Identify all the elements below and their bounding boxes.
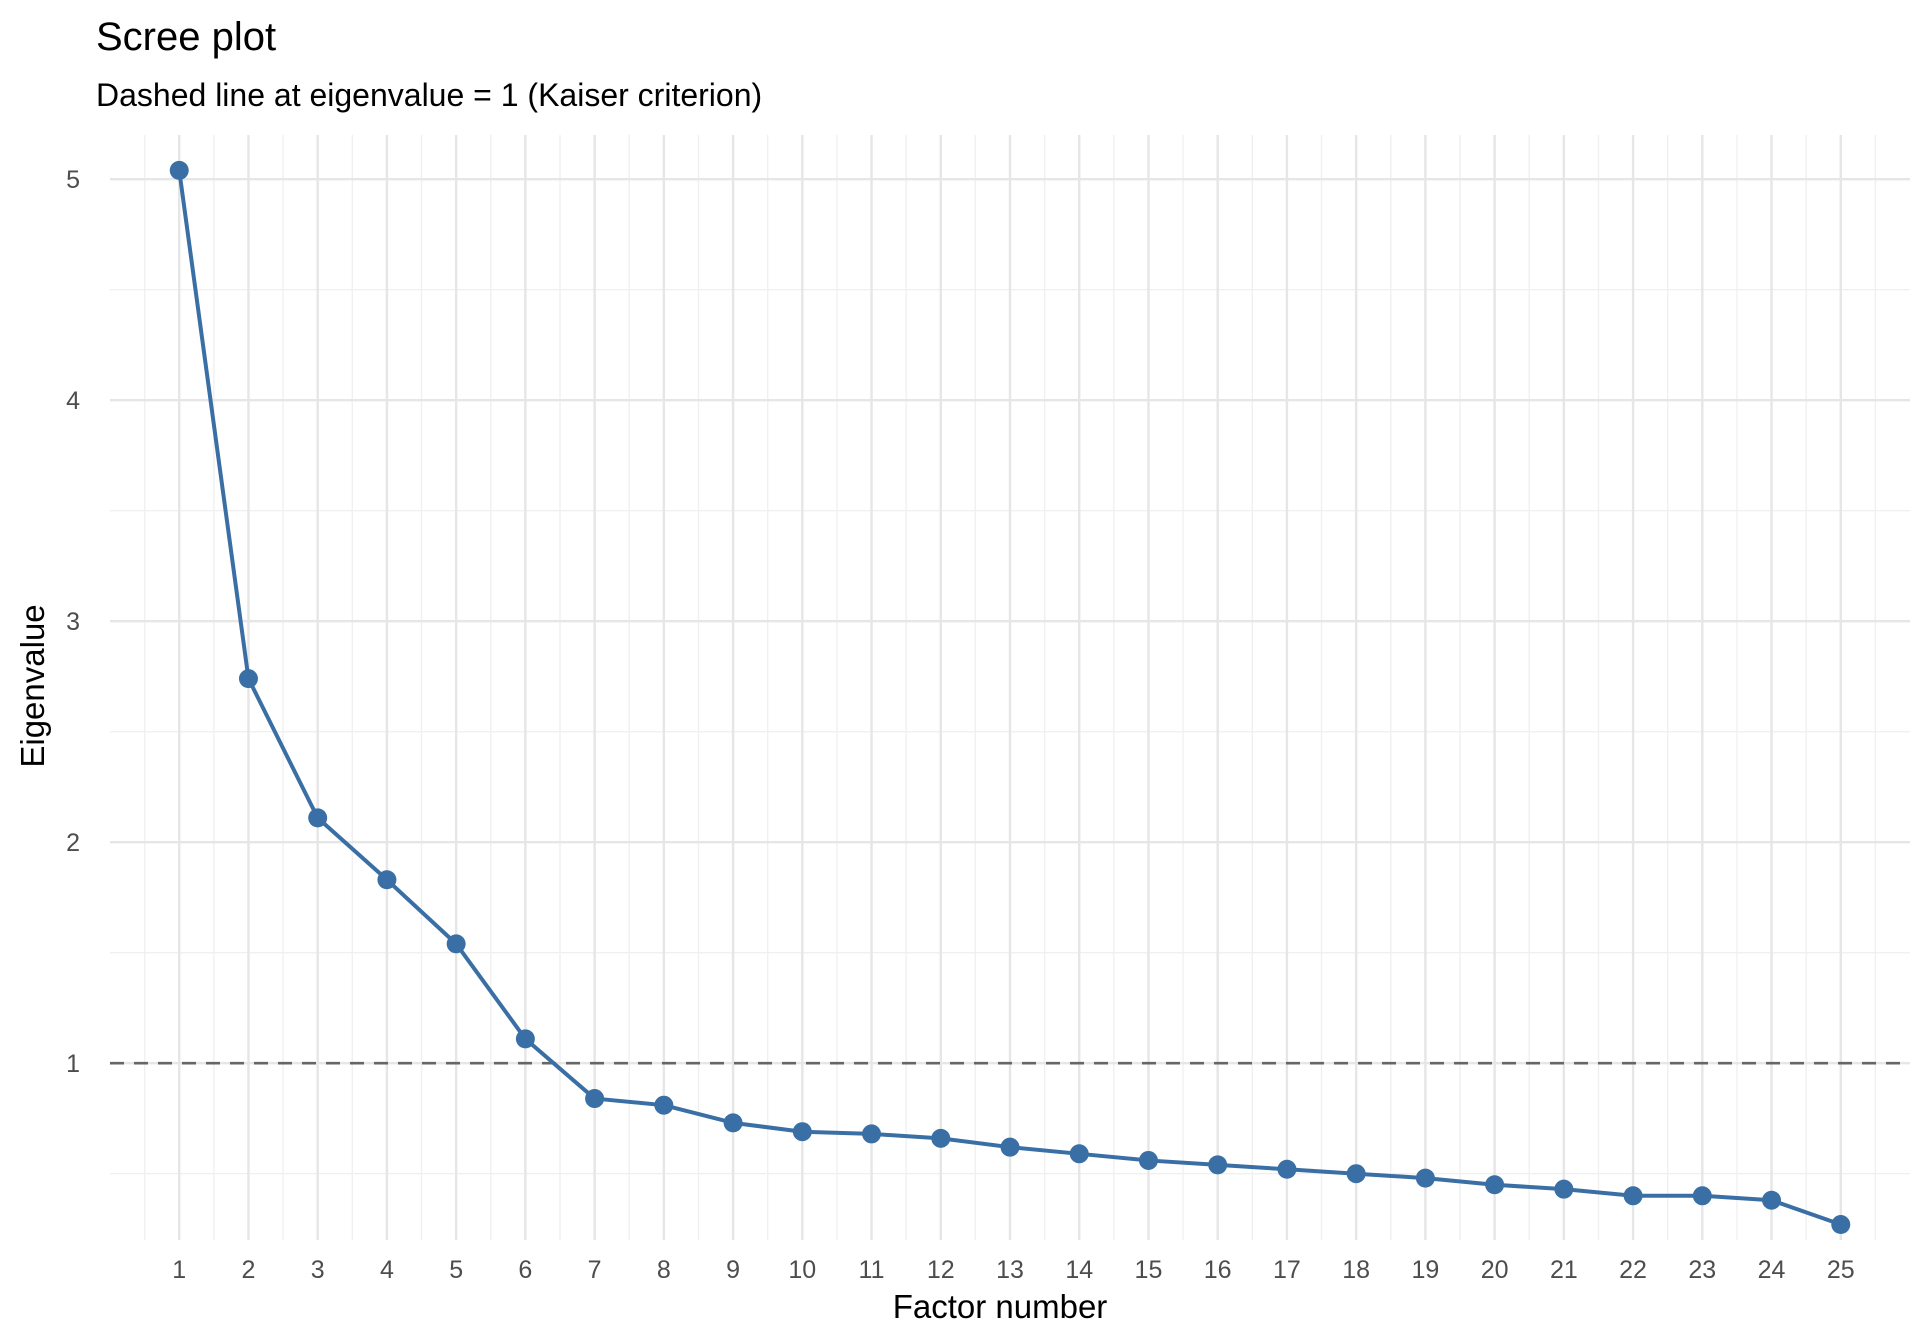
- x-tick-label: 20: [1481, 1256, 1509, 1284]
- data-point: [1415, 1168, 1435, 1188]
- x-tick-label: 8: [657, 1256, 671, 1284]
- x-tick-label: 24: [1758, 1256, 1786, 1284]
- data-point: [585, 1089, 605, 1109]
- x-tick-label: 19: [1411, 1256, 1439, 1284]
- y-tick-label: 2: [66, 829, 80, 857]
- x-tick-label: 12: [927, 1256, 955, 1284]
- x-tick-label: 11: [859, 1256, 885, 1284]
- data-point: [308, 808, 328, 828]
- y-tick-label: 5: [66, 166, 80, 194]
- data-points: [169, 160, 1851, 1235]
- x-tick-label: 18: [1342, 1256, 1370, 1284]
- x-tick-label: 13: [996, 1256, 1024, 1284]
- x-tick-label: 14: [1065, 1256, 1093, 1284]
- data-point: [1831, 1215, 1851, 1235]
- data-point: [1692, 1186, 1712, 1206]
- data-point: [1000, 1137, 1020, 1157]
- x-tick-label: 6: [518, 1256, 532, 1284]
- data-point: [1554, 1179, 1574, 1199]
- y-axis-label: Eigenvalue: [14, 604, 51, 767]
- data-point: [1138, 1150, 1158, 1170]
- data-point: [723, 1113, 743, 1133]
- chart-title: Scree plot: [96, 15, 276, 59]
- data-point: [1485, 1175, 1505, 1195]
- x-tick-label: 17: [1273, 1256, 1301, 1284]
- x-axis-label: Factor number: [893, 1288, 1108, 1325]
- x-tick-label: 22: [1619, 1256, 1647, 1284]
- y-tick-label: 3: [66, 608, 80, 636]
- data-point: [1208, 1155, 1228, 1175]
- data-point: [446, 934, 466, 954]
- x-tick-label: 25: [1827, 1256, 1855, 1284]
- x-tick-label: 16: [1204, 1256, 1232, 1284]
- x-tick-label: 9: [726, 1256, 740, 1284]
- x-tick-label: 3: [311, 1256, 325, 1284]
- y-axis-tick-labels: 1 2 3 4 5: [66, 166, 80, 1078]
- x-tick-label: 7: [588, 1256, 602, 1284]
- data-point: [1762, 1190, 1782, 1210]
- data-point: [862, 1124, 882, 1144]
- x-axis-tick-labels: 1 2 3 4 5 6 7 8 9 10 11 12 13 14 15 16 17 18 19 20 21 22 23 24 2…: [172, 1256, 1854, 1284]
- x-tick-label: 10: [788, 1256, 816, 1284]
- x-tick-label: 4: [380, 1256, 394, 1284]
- x-tick-label: 2: [242, 1256, 256, 1284]
- y-tick-label: 1: [66, 1050, 80, 1078]
- data-point: [1277, 1159, 1297, 1179]
- x-tick-label: 1: [172, 1256, 186, 1284]
- x-tick-label: 5: [449, 1256, 463, 1284]
- data-point: [377, 870, 397, 890]
- data-point: [515, 1029, 535, 1049]
- y-tick-label: 4: [66, 387, 80, 415]
- data-point: [654, 1095, 674, 1115]
- x-tick-label: 21: [1550, 1256, 1578, 1284]
- x-tick-label: 23: [1688, 1256, 1716, 1284]
- chart-subtitle: Dashed line at eigenvalue = 1 (Kaiser cr…: [96, 77, 762, 113]
- data-point: [169, 160, 189, 180]
- data-point: [931, 1128, 951, 1148]
- data-point: [792, 1122, 812, 1142]
- data-point: [1346, 1164, 1366, 1184]
- x-tick-label: 15: [1135, 1256, 1163, 1284]
- data-point: [1069, 1144, 1089, 1164]
- data-point: [238, 669, 258, 689]
- grid-lines: [110, 135, 1910, 1240]
- data-point: [1623, 1186, 1643, 1206]
